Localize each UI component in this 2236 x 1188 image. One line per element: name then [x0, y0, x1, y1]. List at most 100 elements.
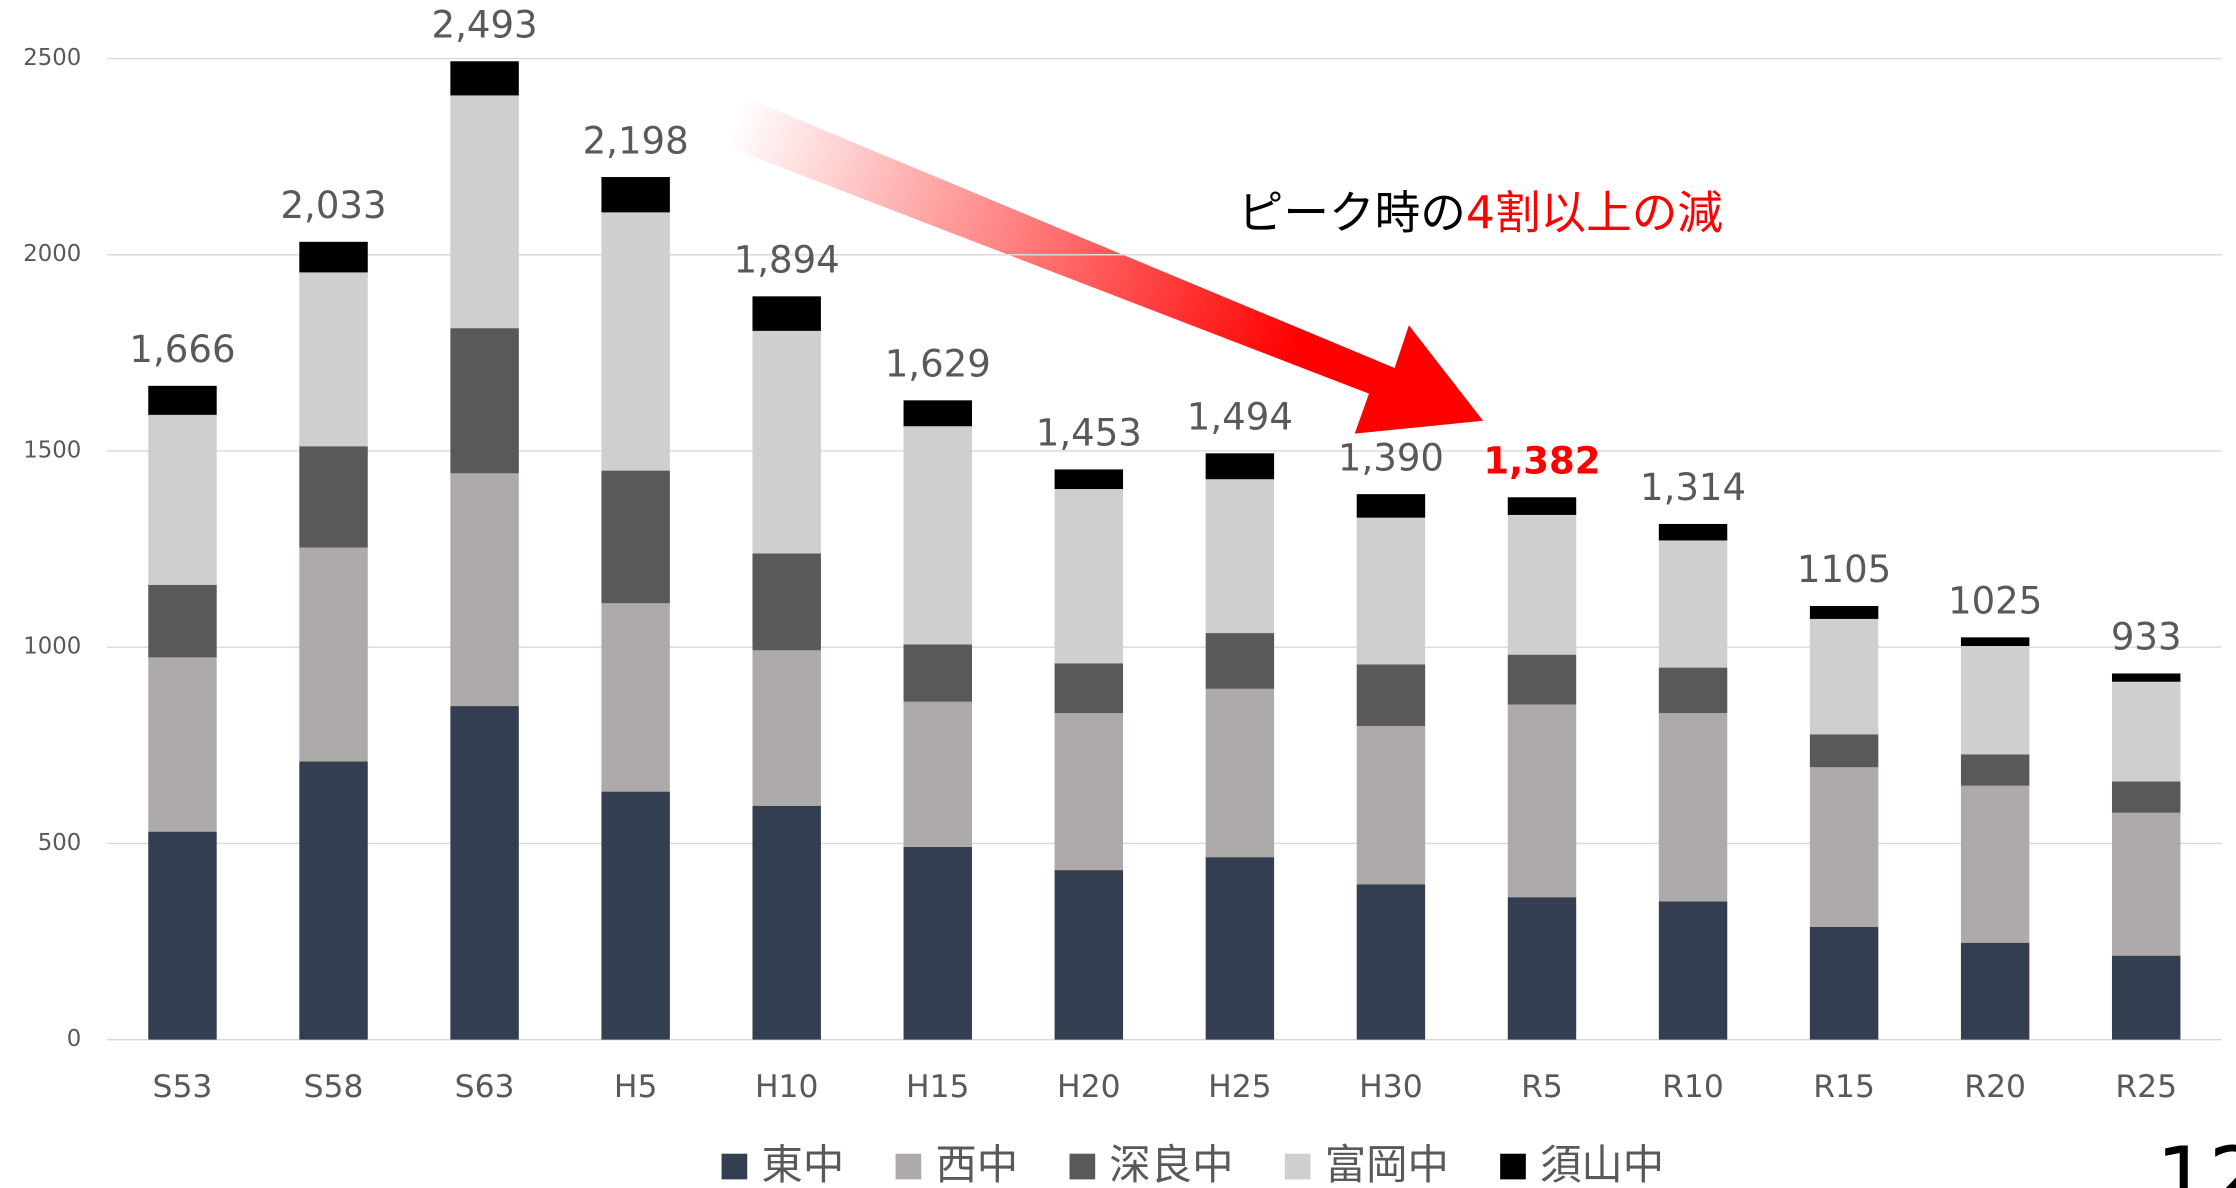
x-tick-label: R15 [1813, 1069, 1875, 1105]
bar-segment [1054, 713, 1124, 871]
bar-segment [299, 547, 368, 762]
bar-segment [1960, 785, 2030, 943]
x-tick-label: R10 [1662, 1069, 1724, 1105]
bar-segment [1658, 540, 1728, 668]
bar-segment [2111, 781, 2181, 813]
bar-segment [299, 241, 368, 273]
legend-label: 須山中 [1540, 1141, 1664, 1188]
bar-segment [2111, 681, 2181, 782]
legend-label: 西中 [935, 1141, 1018, 1188]
total-label: 2,198 [583, 119, 689, 162]
legend-swatch [721, 1153, 748, 1180]
total-label: 1105 [1797, 548, 1891, 591]
legend: 東中 西中 深良中 富岡中 須山中 [721, 1141, 1664, 1188]
bar-segment [1507, 704, 1577, 898]
x-tick-label: S53 [153, 1069, 213, 1105]
bar-segment [1507, 654, 1577, 705]
bar-segment [601, 177, 670, 213]
bar-segment [2111, 812, 2181, 956]
bar-segment [1054, 489, 1124, 664]
bar-segment [1205, 857, 1275, 1040]
bar-segment [752, 650, 821, 806]
total-label: 2,033 [280, 184, 386, 227]
total-label: 1,666 [129, 328, 235, 371]
bar-segment [2111, 673, 2181, 682]
y-tick-label: 1500 [23, 437, 81, 463]
legend-swatch [1069, 1153, 1096, 1180]
trend-arrow [724, 97, 1484, 434]
bar-segment [1356, 726, 1426, 885]
x-tick-label: S58 [304, 1069, 364, 1105]
total-label: 1,494 [1187, 396, 1293, 439]
bar-segment [450, 328, 519, 474]
bar-segment [1507, 514, 1577, 655]
bar-segment [1658, 523, 1728, 541]
bar-segment [148, 414, 217, 585]
bar-segment [752, 553, 821, 651]
bar-segment [1809, 618, 1879, 735]
bar-segment [1356, 494, 1426, 518]
bar-segment [148, 584, 217, 658]
x-tick-label: S63 [455, 1069, 515, 1105]
x-tick-label: H25 [1208, 1069, 1271, 1105]
bar-segment [1960, 646, 2030, 755]
bar-segment [903, 644, 972, 702]
bar-segment [1809, 767, 1879, 928]
y-tick-label: 0 [67, 1026, 82, 1052]
x-tick-label: H10 [755, 1069, 818, 1105]
total-label: 1025 [1948, 580, 2042, 623]
bar-segment [1658, 713, 1728, 902]
total-label: 1,314 [1640, 466, 1746, 509]
y-tick-label: 500 [38, 830, 82, 856]
bar-segment [1809, 605, 1879, 619]
bar-segment [1356, 517, 1426, 665]
legend-swatch [895, 1153, 922, 1180]
total-label: 1,390 [1338, 436, 1444, 479]
bar-segment [752, 330, 821, 554]
bar-segment [148, 385, 217, 415]
y-tick-label: 2000 [23, 241, 81, 267]
bar-segment [299, 446, 368, 548]
bar-segment [1507, 497, 1577, 515]
total-label: 1,382 [1483, 440, 1600, 483]
bar-segment [752, 296, 821, 331]
bar-segment [601, 212, 670, 471]
y-tick-label: 2500 [23, 45, 81, 71]
bar-segment [299, 272, 368, 447]
bar-segment [601, 603, 670, 792]
bar-segment [903, 426, 972, 645]
bar-segment [1356, 664, 1426, 727]
bar-segment [1809, 927, 1879, 1040]
bar-segment [148, 831, 217, 1040]
total-label: 933 [2111, 616, 2182, 659]
page-number: 12 [2156, 1129, 2236, 1188]
bar-segment [752, 805, 821, 1040]
bar-segment [1658, 901, 1728, 1040]
total-label: 2,493 [432, 4, 538, 47]
bar-segment [1205, 688, 1275, 858]
legend-label: 深良中 [1109, 1141, 1233, 1188]
bar-segment [1960, 637, 2030, 647]
x-tick-label: H15 [906, 1069, 969, 1105]
bar-segment [299, 761, 368, 1040]
bar-segment [1054, 870, 1124, 1040]
x-tick-label: H30 [1359, 1069, 1422, 1105]
bar-segment [450, 95, 519, 329]
total-label: 1,629 [885, 343, 991, 386]
bar-segment [1507, 897, 1577, 1040]
bar-segment [1960, 942, 2030, 1040]
x-tick-label: R5 [1521, 1069, 1563, 1105]
bar-segment [1356, 884, 1426, 1040]
legend-swatch [1500, 1153, 1526, 1180]
annotation-highlight: 4割以上の減 [1466, 186, 1723, 239]
bar-segment [450, 61, 519, 96]
annotation-text: ピーク時の [1238, 186, 1466, 239]
x-tick-label: H20 [1057, 1069, 1120, 1105]
bar-segment [903, 400, 972, 427]
bar-segment [1205, 633, 1275, 689]
bar-segment [1960, 754, 2030, 786]
bar-segment [601, 791, 670, 1040]
legend-label: 東中 [761, 1141, 844, 1188]
x-tick-label: R20 [1964, 1069, 2026, 1105]
